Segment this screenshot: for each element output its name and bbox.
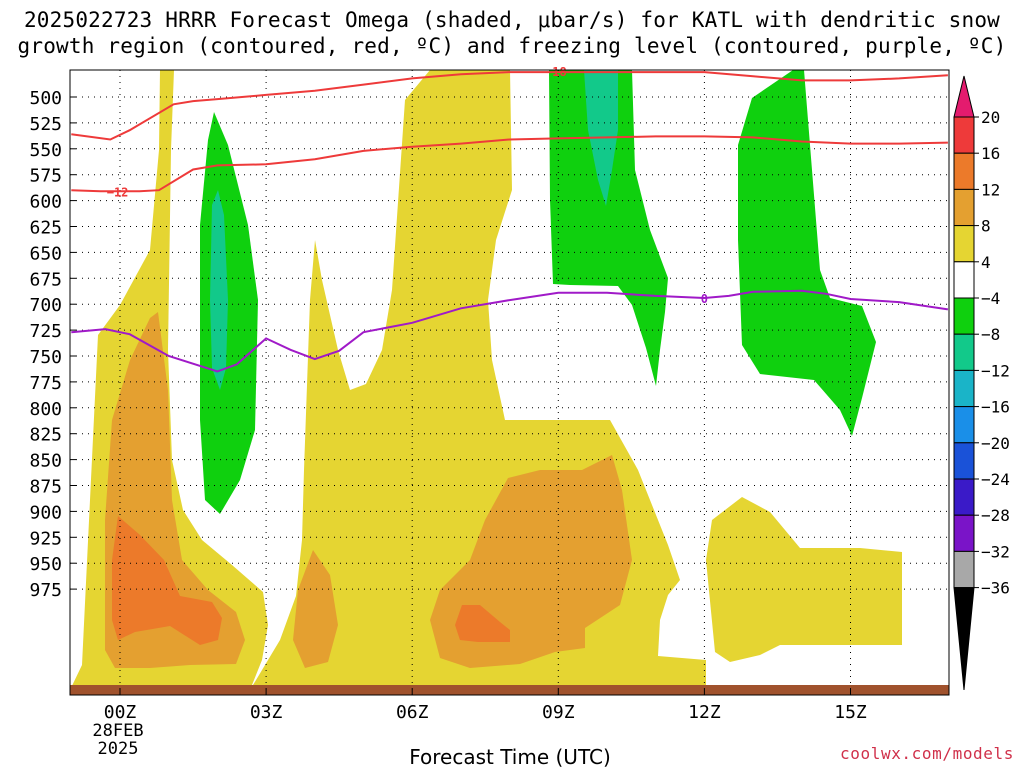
colorbar-label: −8 — [981, 325, 1000, 344]
contour-label: −18 — [545, 65, 567, 79]
grid-lines — [70, 70, 949, 695]
y-tick-label: 600 — [29, 192, 62, 213]
omega-region-darkorange-left — [112, 516, 222, 645]
x-tick-date-label: 28FEB — [92, 721, 143, 741]
y-tick-label: 650 — [29, 243, 62, 264]
y-tick-label: 825 — [29, 425, 62, 446]
y-tick-label: 850 — [29, 451, 62, 472]
colorbar-label: −28 — [981, 506, 1010, 525]
y-tick-label: 575 — [29, 166, 62, 187]
omega-region-orange-center-small — [293, 550, 338, 668]
colorbar-swatch — [953, 406, 975, 444]
colorbar-label: −16 — [981, 398, 1010, 417]
y-tick-label: 725 — [29, 321, 62, 342]
y-tick-label: 800 — [29, 399, 62, 420]
omega-region-darkorange-center — [455, 605, 510, 642]
colorbar-label: 4 — [981, 253, 991, 272]
omega-shading — [70, 70, 902, 690]
y-tick-label: 525 — [29, 114, 62, 135]
colorbar-label: 12 — [981, 180, 1000, 199]
colorbar-swatch — [953, 297, 975, 335]
colorbar-label: 8 — [981, 217, 991, 236]
omega-region-green-1 — [200, 112, 258, 514]
x-tick-year-label: 2025 — [98, 739, 139, 759]
x-axis-title: Forecast Time (UTC) — [409, 745, 611, 769]
contour-line — [71, 289, 949, 373]
y-tick-label: 700 — [29, 295, 62, 316]
colorbar-swatch — [953, 478, 975, 516]
contour-label: 0 — [701, 292, 708, 306]
y-tick-label: 500 — [29, 88, 62, 109]
y-tick-label: 925 — [29, 528, 62, 549]
omega-region-teal-1 — [210, 190, 228, 390]
y-tick-label: 950 — [29, 554, 62, 575]
x-tick-label: 00Z — [104, 702, 137, 723]
colorbar-label: −20 — [981, 434, 1010, 453]
colorbar-label: −32 — [981, 542, 1010, 561]
colorbar-top-arrow — [953, 75, 975, 118]
contour-line — [71, 71, 948, 141]
y-tick-label: 775 — [29, 373, 62, 394]
colorbar-label: −36 — [981, 579, 1010, 598]
y-tick-label: 750 — [29, 347, 62, 368]
colorbar-swatch — [953, 225, 975, 263]
colorbar-bottom-arrow — [953, 587, 975, 691]
y-tick-label: 625 — [29, 218, 62, 239]
colorbar: 20 16 12 8 4 −4 −8 −12 −16 −20 −24 −28 −32 −36 — [953, 75, 1010, 691]
x-tick-label: 09Z — [542, 702, 575, 723]
colorbar-label: −12 — [981, 361, 1010, 380]
contour-line — [71, 135, 948, 193]
colorbar-swatch — [953, 116, 975, 154]
colorbar-label: 20 — [981, 108, 1000, 127]
credit-text: coolwx.com/models — [840, 744, 1014, 763]
omega-region-green-3 — [738, 70, 876, 436]
colorbar-swatch — [953, 550, 975, 589]
colorbar-swatch — [953, 442, 975, 480]
y-tick-label: 900 — [29, 502, 62, 523]
chart-title-line-1: 2025022723 HRRR Forecast Omega (shaded, … — [23, 8, 1001, 32]
colorbar-label: 16 — [981, 144, 1000, 163]
y-tick-label: 550 — [29, 140, 62, 161]
y-tick-label: 975 — [29, 580, 62, 601]
y-tick-label: 875 — [29, 477, 62, 498]
colorbar-label: −4 — [981, 289, 1000, 308]
colorbar-swatch — [953, 188, 975, 227]
contour-labels: −12 −18 0 — [107, 65, 708, 306]
colorbar-swatch — [953, 261, 975, 299]
terrain-strip — [70, 685, 949, 695]
colorbar-swatch — [953, 369, 975, 408]
y-axis: 500 525 550 575 600 625 650 675 700 725 750 775 800 8… — [29, 88, 76, 601]
x-tick-label: 12Z — [688, 702, 721, 723]
omega-region-yellow-right — [706, 497, 902, 662]
contour-label: −12 — [107, 185, 129, 199]
colorbar-swatch — [953, 514, 975, 552]
colorbar-swatch — [953, 152, 975, 190]
chart-title-line-2: growth region (contoured, red, ºC) and f… — [17, 34, 1007, 58]
y-tick-label: 675 — [29, 269, 62, 290]
x-tick-label: 15Z — [834, 702, 867, 723]
plot-frame — [69, 69, 950, 696]
colorbar-swatch — [953, 333, 975, 371]
x-tick-label: 06Z — [396, 702, 429, 723]
colorbar-label: −24 — [981, 470, 1010, 489]
contour-lines — [71, 71, 949, 373]
x-tick-label: 03Z — [250, 702, 283, 723]
omega-region-green-2 — [549, 70, 668, 386]
